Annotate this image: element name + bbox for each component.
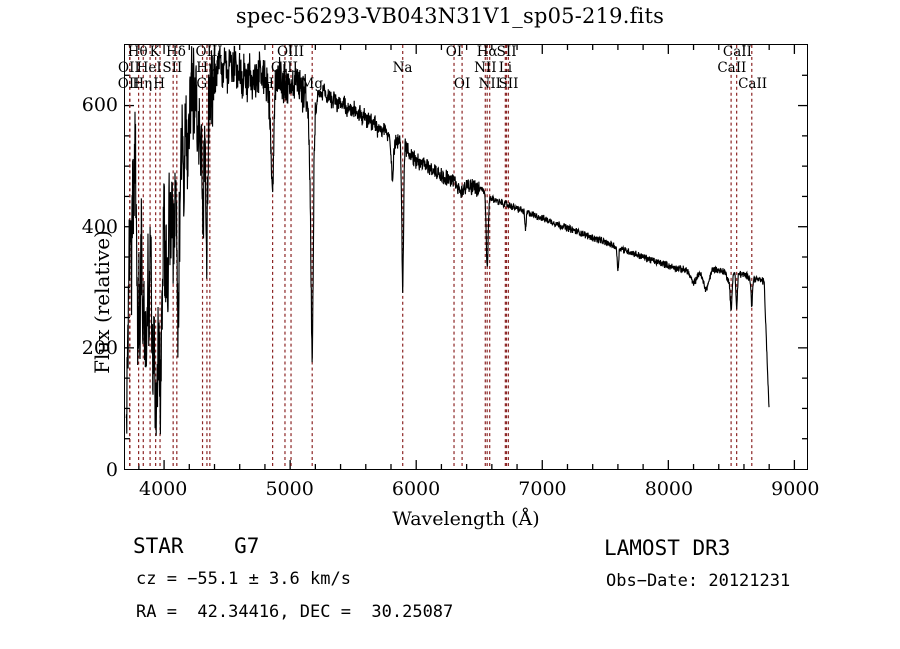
line-label-sii-6731: SII bbox=[498, 76, 519, 92]
line-label-hei-3889: HeI bbox=[136, 60, 162, 76]
line-marker-group bbox=[129, 45, 753, 469]
x-tick-label-9000: 9000 bbox=[771, 478, 820, 500]
line-label-h-6563: Hα bbox=[476, 44, 498, 60]
x-tick-label-6000: 6000 bbox=[391, 478, 441, 500]
spectrum-trace-group bbox=[125, 45, 770, 436]
plot-frame bbox=[124, 44, 808, 470]
line-label-oii-3729: OII bbox=[118, 60, 140, 76]
y-tick-label-0: 0 bbox=[105, 459, 118, 481]
page-title: spec-56293-VB043N31V1_sp05-219.fits bbox=[235, 4, 665, 28]
line-label-oiii-4363: OIII bbox=[195, 44, 223, 60]
line-label-h-4101: Hδ bbox=[166, 44, 186, 60]
line-label-oiii-4959: OIII bbox=[270, 60, 298, 76]
major-tick-marks bbox=[125, 45, 807, 469]
x-tick-label-5000: 5000 bbox=[265, 478, 314, 500]
line-label-h-4340: Hγ bbox=[196, 60, 217, 76]
y-axis-tick-labels: 0 200 400 600 bbox=[46, 44, 118, 481]
line-label-li-6707: Li bbox=[498, 60, 513, 76]
footer-redshift: cz = −55.1 ± 3.6 km/s bbox=[136, 569, 351, 589]
line-label-mg-5175: Mg bbox=[300, 76, 323, 92]
line-label-caii-8498: CaII bbox=[717, 60, 747, 76]
line-label-h-3798: Hθ bbox=[127, 44, 148, 60]
line-identification-labels: OII OII Hθ Hη HeI K H SII Hδ G Hγ OIII Hβ OIII OIII Mg N… bbox=[118, 44, 808, 104]
line-label-oiii-5007: OIII bbox=[276, 44, 305, 60]
footer-obs-date: Obs−Date: 20121231 bbox=[606, 571, 791, 591]
line-label-nii-6583: NII bbox=[478, 76, 502, 92]
line-label-oi-6364: OI bbox=[453, 76, 471, 92]
line-label-h-3835: Hη bbox=[132, 76, 153, 92]
line-label-sii-4072: SII bbox=[162, 60, 183, 76]
line-label-sii-6716: SII bbox=[496, 44, 517, 60]
line-label-h-4861: Hβ bbox=[262, 76, 282, 92]
line-label-na-5893: Na bbox=[392, 60, 413, 76]
x-axis-tick-labels: 4000 5000 6000 7000 8000 9000 bbox=[124, 478, 820, 506]
spectrum-canvas bbox=[125, 45, 807, 469]
line-label-caii-8662: CaII bbox=[738, 76, 768, 92]
y-tick-label-400: 400 bbox=[81, 215, 118, 238]
line-label-oii-3727: OII bbox=[117, 76, 140, 92]
line-label-k-3933: K bbox=[149, 44, 160, 60]
y-tick-label-600: 600 bbox=[81, 93, 118, 116]
y-tick-label-200: 200 bbox=[81, 337, 118, 360]
x-tick-label-7000: 7000 bbox=[518, 478, 567, 500]
footer-coordinates: RA = 42.34416, DEC = 30.25087 bbox=[136, 602, 454, 622]
spectrum-trace bbox=[125, 45, 770, 436]
line-label-nii-6548: NII bbox=[474, 60, 497, 76]
footer-object-class: STAR G7 bbox=[133, 534, 260, 558]
line-label-caii-8542: CaII bbox=[722, 44, 752, 60]
x-axis-title: Wavelength (Å) bbox=[392, 508, 540, 530]
line-label-h-3968: H bbox=[153, 76, 166, 92]
minor-tick-marks bbox=[125, 45, 807, 469]
x-tick-label-4000: 4000 bbox=[139, 478, 188, 500]
line-label-oi-6300: OI bbox=[445, 44, 463, 60]
line-label-g-4305: G bbox=[196, 76, 208, 92]
footer-survey-name: LAMOST DR3 bbox=[604, 536, 731, 560]
x-tick-label-8000: 8000 bbox=[644, 478, 694, 500]
